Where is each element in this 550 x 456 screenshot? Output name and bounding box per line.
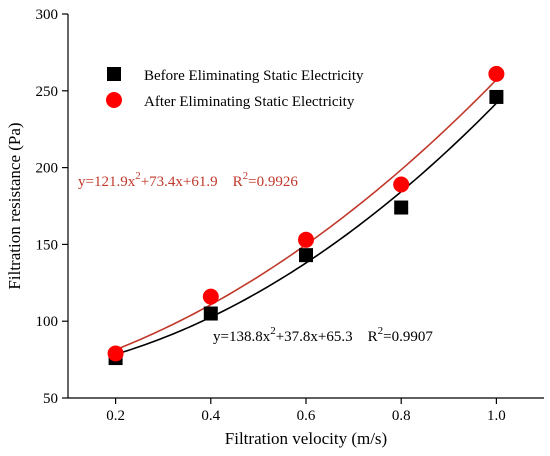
legend: Before Eliminating Static Electricity Af… xyxy=(106,67,364,110)
y-tick-label-1: 100 xyxy=(36,314,59,330)
y-tick-label-5: 300 xyxy=(36,7,59,23)
fit-equation-after: y=121.9x2+73.4x+61.9 R2=0.9926 xyxy=(78,170,298,190)
fit-curve-0 xyxy=(115,102,497,356)
fit-curves xyxy=(115,79,497,356)
point-s1-2 xyxy=(298,231,314,248)
data-points xyxy=(107,65,505,366)
axis-ticks: 0.2 0.4 0.6 0.8 1.0 50 100 150 200 250 300 xyxy=(36,7,506,424)
y-tick-label-0: 50 xyxy=(43,391,58,407)
y-axis-title: Filtration resistance (Pa) xyxy=(5,122,24,289)
legend-label-before: Before Eliminating Static Electricity xyxy=(144,68,364,84)
x-tick-label-0: 0.2 xyxy=(106,408,125,424)
x-tick-label-2: 0.6 xyxy=(297,408,316,424)
legend-marker-before xyxy=(107,67,121,81)
point-s1-4 xyxy=(488,65,505,82)
fit-curve-1 xyxy=(115,79,497,351)
y-tick-label-3: 200 xyxy=(36,161,59,177)
y-tick-label-4: 250 xyxy=(36,84,59,100)
point-s0-2 xyxy=(299,248,313,263)
y-tick-label-2: 150 xyxy=(36,237,59,253)
x-tick-label-4: 1.0 xyxy=(487,408,506,424)
x-tick-label-3: 0.8 xyxy=(392,408,411,424)
point-s0-3 xyxy=(394,200,409,215)
legend-marker-after xyxy=(106,92,122,108)
point-s1-1 xyxy=(202,288,219,305)
x-tick-label-1: 0.4 xyxy=(201,408,220,424)
point-s0-4 xyxy=(489,89,504,104)
x-axis-title: Filtration velocity (m/s) xyxy=(225,429,387,448)
point-s1-0 xyxy=(107,345,124,362)
legend-label-after: After Eliminating Static Electricity xyxy=(144,94,355,110)
point-s1-3 xyxy=(393,176,410,193)
fit-equation-before: y=138.8x2+37.8x+65.3 R2=0.9907 xyxy=(213,325,433,345)
point-s0-1 xyxy=(203,306,218,321)
